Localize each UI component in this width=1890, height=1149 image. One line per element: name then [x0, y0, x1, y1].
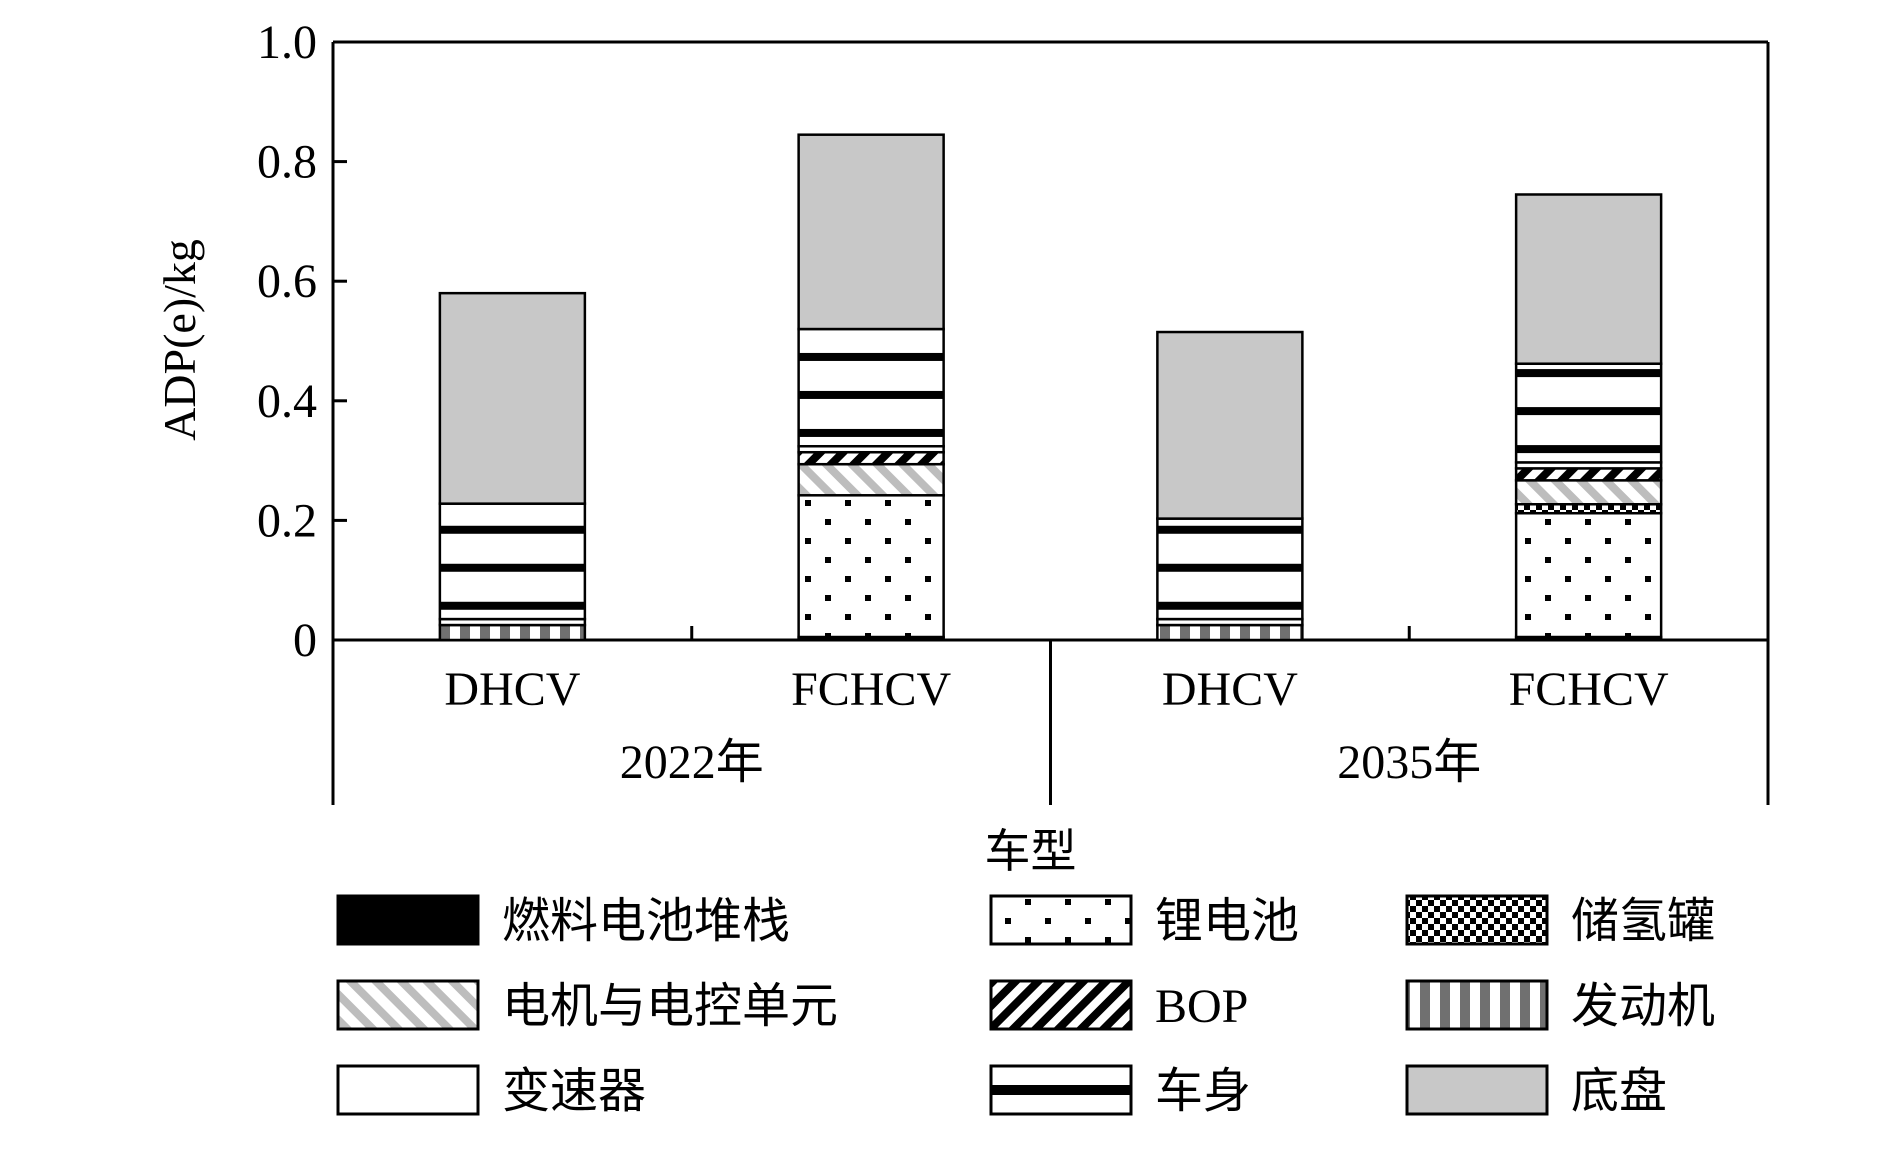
bar-hatch-line: [1157, 601, 1303, 610]
y-tick-label: 1.0: [257, 16, 317, 69]
legend-label: 发动机: [1571, 978, 1715, 1034]
legend-item: 发动机: [1405, 978, 1715, 1034]
bar-hatch-line: [798, 428, 944, 437]
bar-segment-电机与电控单元: [797, 462, 945, 497]
legend-label: 变速器: [502, 1063, 646, 1119]
bar-hatch-line: [439, 563, 585, 572]
group-label: 2022年: [620, 736, 764, 789]
x-tick-label: DHCV: [1162, 663, 1298, 716]
bar-hatch-line: [1516, 445, 1662, 454]
bar-segment-BOP: [797, 450, 945, 466]
legend-swatch: [336, 1064, 480, 1116]
legend-swatch: [1405, 979, 1549, 1031]
legend-label: 锂电池: [1155, 893, 1299, 949]
legend-swatch: [336, 979, 480, 1031]
legend-label: 电机与电控单元: [502, 978, 838, 1034]
y-tick-label: 0.4: [257, 375, 317, 428]
bar-hatch-line: [439, 601, 585, 610]
bar-segment-车身: [797, 327, 945, 448]
legend-label: 燃料电池堆栈: [502, 893, 790, 949]
legend-swatch: [336, 894, 480, 946]
legend-swatch-line: [991, 1085, 1131, 1095]
x-tick-label: DHCV: [444, 663, 580, 716]
y-tick-label: 0: [293, 614, 317, 667]
legend-swatch: [989, 894, 1133, 946]
bar-segment-底盘: [438, 291, 587, 505]
bar-hatch-line: [1157, 563, 1303, 572]
legend-label: 底盘: [1571, 1063, 1667, 1119]
bar-hatch-line: [798, 352, 944, 361]
bar-hatch-line: [439, 525, 585, 534]
y-axis-title: ADP(e)/kg: [154, 239, 205, 441]
legend-label: 储氢罐: [1571, 893, 1715, 949]
x-axis-title: 车型: [985, 824, 1077, 878]
bar-segment-底盘: [1156, 330, 1304, 520]
bar-hatch-line: [1516, 407, 1662, 416]
bar-hatch-line: [1157, 525, 1303, 534]
bar-hatch-line: [798, 390, 944, 399]
bar-segment-锂电池: [797, 494, 945, 639]
y-tick-label: 0.8: [257, 136, 317, 189]
legend-item: 燃料电池堆栈: [336, 893, 790, 949]
bar-segment-发动机: [438, 623, 587, 642]
bar-hatch-line: [1516, 369, 1662, 378]
group-label: 2035年: [1337, 736, 1481, 789]
y-tick-label: 0.6: [257, 255, 317, 308]
bar-segment-BOP: [1514, 467, 1663, 482]
legend-item: 车身: [989, 1063, 1251, 1119]
bar-segment-锂电池: [1514, 511, 1663, 639]
legend-item: 储氢罐: [1405, 893, 1715, 949]
y-tick-label: 0.2: [257, 494, 317, 547]
bar-segment-发动机: [1156, 623, 1304, 642]
bar-segment-车身: [438, 502, 587, 621]
legend-label: BOP: [1155, 980, 1248, 1033]
legend-swatch: [1405, 1064, 1549, 1116]
legend-item: 变速器: [336, 1063, 646, 1119]
bar-segment-底盘: [797, 133, 945, 331]
bar-segment-电机与电控单元: [1514, 479, 1663, 506]
x-tick-label: FCHCV: [1509, 663, 1669, 716]
legend-swatch: [1405, 894, 1549, 946]
legend-item: 底盘: [1405, 1063, 1667, 1119]
legend-item: 锂电池: [989, 893, 1299, 949]
legend-swatch: [989, 979, 1133, 1031]
bar-segment-底盘: [1514, 193, 1663, 365]
legend-item: BOP: [989, 979, 1248, 1033]
x-tick-label: FCHCV: [791, 663, 951, 716]
legend-label: 车身: [1155, 1063, 1251, 1119]
bar-segment-储氢罐: [1514, 503, 1663, 515]
legend-item: 电机与电控单元: [336, 978, 838, 1034]
